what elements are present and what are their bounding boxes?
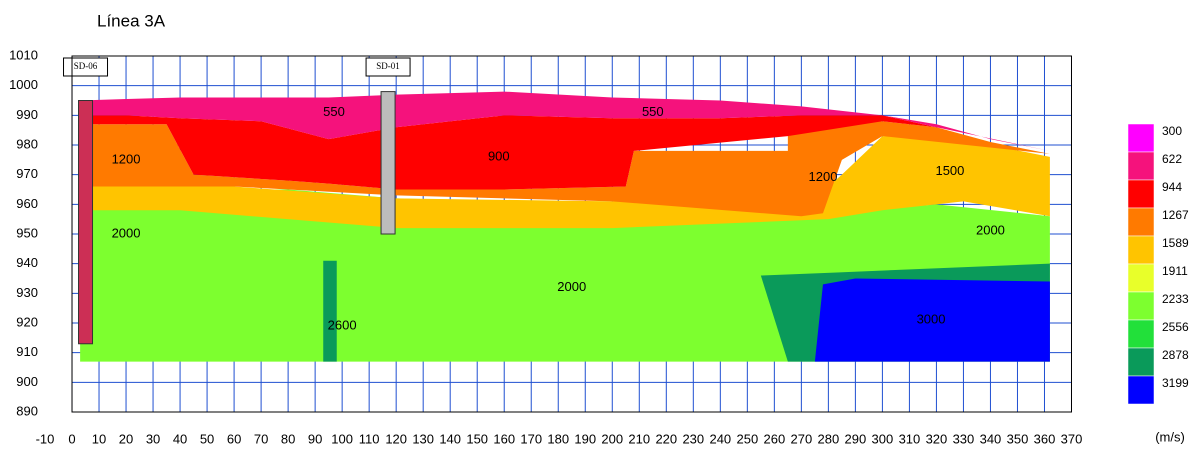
x-tick-label: 270 xyxy=(791,431,813,446)
x-tick-label: 60 xyxy=(227,431,241,446)
velocity-label: 1500 xyxy=(935,163,964,178)
velocity-zone xyxy=(323,260,337,362)
colorbar-label: 1267 xyxy=(1162,208,1189,222)
colorbar-swatch xyxy=(1127,123,1155,153)
colorbar-swatch xyxy=(1127,207,1155,237)
x-tick-label: 150 xyxy=(466,431,488,446)
x-tick-label: 20 xyxy=(119,431,133,446)
y-tick-label: 930 xyxy=(16,285,38,300)
velocity-zone xyxy=(814,278,1050,362)
borehole-label-box xyxy=(63,57,109,77)
x-tick-label: 310 xyxy=(899,431,921,446)
velocity-zone xyxy=(80,115,937,190)
velocity-label: 1200 xyxy=(112,151,141,166)
velocity-label: 2000 xyxy=(112,225,141,240)
y-tick-label: 920 xyxy=(16,314,38,329)
x-tick-label: 170 xyxy=(520,431,542,446)
x-tick-label: 70 xyxy=(254,431,268,446)
x-tick-label: 320 xyxy=(926,431,948,446)
colorbar-label: 2233 xyxy=(1162,292,1189,306)
x-tick-label: 250 xyxy=(736,431,758,446)
colorbar-swatch xyxy=(1127,235,1155,265)
y-tick-label: 890 xyxy=(16,403,38,418)
x-tick-label: 240 xyxy=(709,431,731,446)
plot-frame xyxy=(71,55,1072,413)
borehole xyxy=(380,91,396,235)
velocity-label: 1200 xyxy=(809,169,838,184)
y-tick-label: 1010 xyxy=(9,47,38,62)
x-tick-label: 300 xyxy=(872,431,894,446)
x-tick-label: 340 xyxy=(980,431,1002,446)
chart-title: Línea 3A xyxy=(97,11,166,30)
x-tick-label: 180 xyxy=(547,431,569,446)
colorbar-label: 2878 xyxy=(1162,348,1189,362)
x-tick-label: 330 xyxy=(953,431,975,446)
x-tick-label: 190 xyxy=(574,431,596,446)
x-tick-label: 100 xyxy=(331,431,353,446)
velocity-label: 550 xyxy=(323,104,345,119)
velocity-label: 2600 xyxy=(328,317,357,332)
colorbar-swatch xyxy=(1127,291,1155,321)
colorbar-swatch xyxy=(1127,347,1155,377)
x-tick-label: 40 xyxy=(173,431,187,446)
colorbar-swatch xyxy=(1127,179,1155,209)
colorbar-label: 622 xyxy=(1162,152,1182,166)
x-tick-label: 10 xyxy=(92,431,106,446)
velocity-zone xyxy=(80,91,1050,151)
x-tick-label: 120 xyxy=(385,431,407,446)
y-tick-label: 900 xyxy=(16,374,38,389)
colorbar-label: 2556 xyxy=(1162,320,1189,334)
y-tick-label: 1000 xyxy=(9,77,38,92)
colorbar-swatch xyxy=(1127,319,1155,349)
y-tick-label: 960 xyxy=(16,196,38,211)
colorbar-label: 300 xyxy=(1162,124,1182,138)
x-tick-label: 290 xyxy=(845,431,867,446)
x-tick-label: 0 xyxy=(68,431,75,446)
colorbar-swatch xyxy=(1127,263,1155,293)
y-tick-label: 970 xyxy=(16,166,38,181)
y-tick-label: 980 xyxy=(16,136,38,151)
x-tick-label: 280 xyxy=(818,431,840,446)
velocity-label: 900 xyxy=(488,148,510,163)
x-tick-label: 200 xyxy=(601,431,623,446)
y-tick-label: 990 xyxy=(16,107,38,122)
y-tick-label: 940 xyxy=(16,255,38,270)
velocity-label: 2000 xyxy=(557,279,586,294)
borehole-label: SD-06 xyxy=(74,61,98,71)
borehole xyxy=(78,100,94,345)
x-tick-label: 370 xyxy=(1061,431,1083,446)
x-tick-label: 130 xyxy=(412,431,434,446)
x-tick-label: 110 xyxy=(359,431,380,446)
colorbar-swatch xyxy=(1127,375,1155,405)
x-tick-label: 90 xyxy=(308,431,322,446)
x-tick-label: 140 xyxy=(439,431,461,446)
colorbar-label: 1589 xyxy=(1162,236,1189,250)
borehole-label: SD-01 xyxy=(376,61,400,71)
colorbar-label: 3199 xyxy=(1162,376,1189,390)
velocity-label: 2000 xyxy=(976,222,1005,237)
x-tick-label: 230 xyxy=(682,431,704,446)
x-tick-label: 50 xyxy=(200,431,214,446)
x-tick-label: 360 xyxy=(1034,431,1056,446)
y-tick-label: 910 xyxy=(16,344,38,359)
velocity-label: 550 xyxy=(642,104,664,119)
x-tick-label: 210 xyxy=(628,431,650,446)
x-tick-label: 350 xyxy=(1007,431,1029,446)
velocity-label: 3000 xyxy=(917,311,946,326)
colorbar-unit: (m/s) xyxy=(1155,429,1185,444)
colorbar-label: 1911 xyxy=(1162,264,1188,278)
x-tick-label: 80 xyxy=(281,431,295,446)
x-tick-label: -10 xyxy=(36,431,55,446)
x-tick-label: 30 xyxy=(146,431,160,446)
y-tick-label: 950 xyxy=(16,225,38,240)
x-tick-label: 220 xyxy=(655,431,677,446)
x-tick-label: 260 xyxy=(763,431,785,446)
borehole-label-box xyxy=(365,57,411,77)
colorbar-label: 944 xyxy=(1162,180,1182,194)
colorbar-swatch xyxy=(1127,151,1155,181)
velocity-zone xyxy=(80,121,1050,217)
x-tick-label: 160 xyxy=(493,431,515,446)
